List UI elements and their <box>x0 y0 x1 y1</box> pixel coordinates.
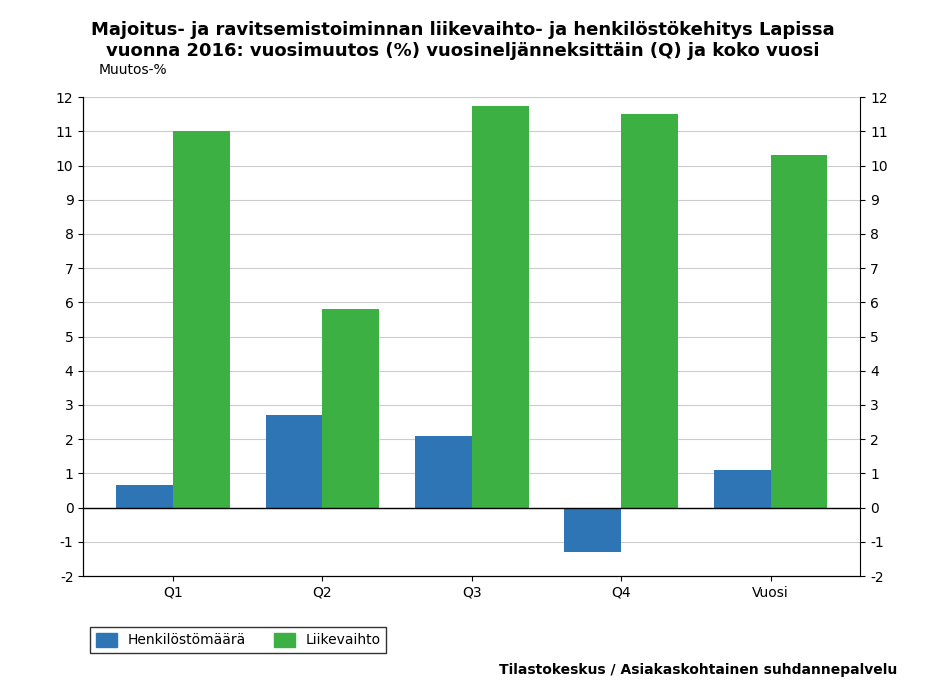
Bar <box>173 131 229 507</box>
Bar <box>714 470 771 507</box>
Bar <box>415 436 472 507</box>
Bar <box>322 310 379 507</box>
Bar <box>472 105 528 507</box>
Text: Majoitus- ja ravitsemistoiminnan liikevaihto- ja henkilöstökehitys Lapissa
vuonn: Majoitus- ja ravitsemistoiminnan liikeva… <box>91 21 834 60</box>
Legend: Henkilöstömäärä, Liikevaihto: Henkilöstömäärä, Liikevaihto <box>91 627 387 653</box>
Text: Tilastokeskus / Asiakaskohtainen suhdannepalvelu: Tilastokeskus / Asiakaskohtainen suhdann… <box>499 663 897 677</box>
Bar <box>117 485 173 507</box>
Bar <box>622 115 678 507</box>
Bar <box>564 507 622 552</box>
Text: Muutos-%: Muutos-% <box>98 62 166 76</box>
Bar <box>265 415 322 507</box>
Bar <box>771 155 827 507</box>
